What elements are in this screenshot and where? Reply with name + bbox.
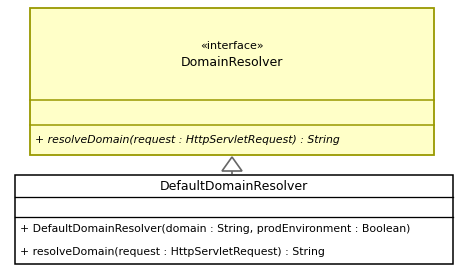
Polygon shape — [221, 157, 242, 171]
Bar — [30, 8, 433, 155]
Text: + resolveDomain(request : HttpServletRequest) : String: + resolveDomain(request : HttpServletReq… — [35, 135, 339, 145]
Text: «interface»: «interface» — [200, 41, 263, 51]
Text: + DefaultDomainResolver(domain : String, prodEnvironment : Boolean): + DefaultDomainResolver(domain : String,… — [20, 224, 409, 234]
Bar — [15, 175, 452, 264]
Text: + resolveDomain(request : HttpServletRequest) : String: + resolveDomain(request : HttpServletReq… — [20, 247, 324, 257]
Text: DefaultDomainResolver: DefaultDomainResolver — [160, 180, 307, 193]
Text: DomainResolver: DomainResolver — [181, 55, 282, 69]
